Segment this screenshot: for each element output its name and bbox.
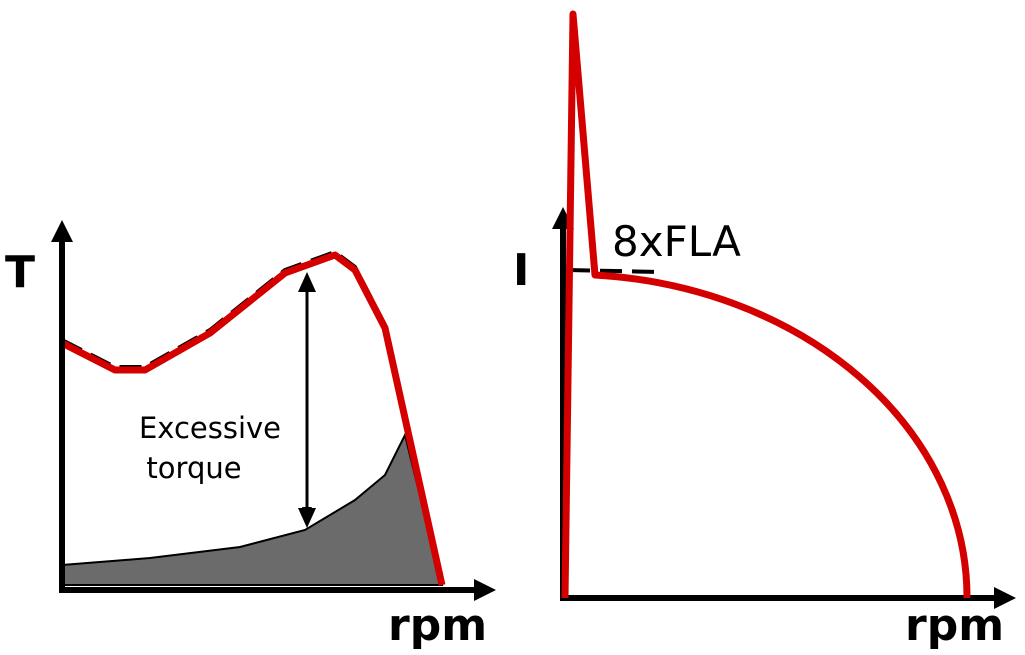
arrow-head-top	[298, 272, 316, 292]
torque-panel: T rpm Excessive torque	[5, 220, 496, 651]
load-area	[61, 432, 444, 586]
torque-curve	[60, 251, 446, 586]
x-label: rpm	[388, 600, 487, 651]
y-label: T	[5, 247, 35, 298]
arrow-head-bottom	[298, 508, 316, 528]
annotation: 8xFLA	[612, 217, 741, 266]
current-panel: I 8xFLA rpm	[513, 10, 1016, 651]
current-dashed	[567, 268, 661, 274]
x-label: rpm	[905, 600, 1004, 651]
y-label: I	[513, 245, 529, 296]
current-curve	[561, 10, 971, 599]
annotation-line: Excessive	[139, 411, 281, 445]
annotation-line: torque	[146, 451, 241, 485]
